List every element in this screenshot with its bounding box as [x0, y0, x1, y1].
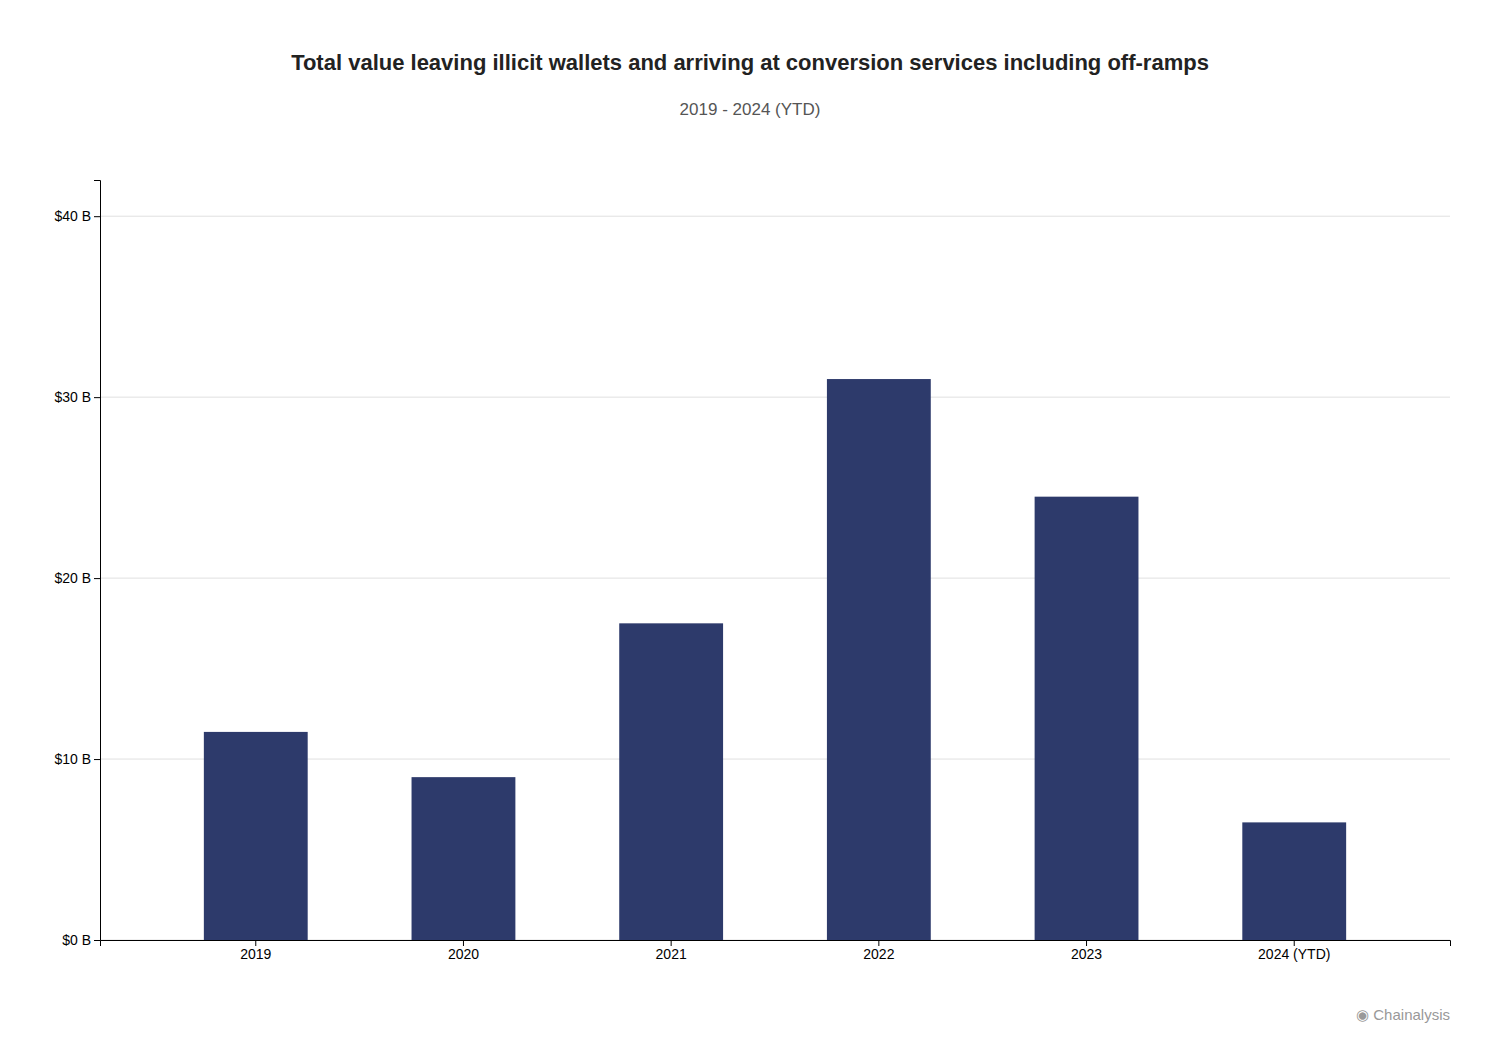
tick-label: $30 B [54, 389, 91, 405]
tick-label: 2022 [863, 946, 894, 962]
plot: $0 B $10 B $20 B $30 B $40 B 2019 2020 2021 2022… [54, 181, 1450, 962]
tick-mark [94, 759, 100, 760]
tick-mark [94, 940, 100, 941]
tick-mark [94, 578, 100, 579]
grid-line [100, 397, 1450, 398]
bar [412, 777, 516, 940]
bars [204, 379, 1346, 940]
grid-line [100, 216, 1450, 217]
tick: $20 B [54, 570, 100, 586]
tick: 2022 [863, 940, 894, 962]
tick-label: 2021 [656, 946, 687, 962]
bar [619, 623, 723, 940]
tick-mark [94, 216, 100, 217]
tick-label: $10 B [54, 751, 91, 767]
x-axis: 2019 2020 2021 2022 2023 2024 (YTD) [101, 940, 1451, 962]
tick-label: 2020 [448, 946, 479, 962]
bar [827, 379, 931, 940]
tick: $10 B [54, 751, 100, 767]
tick: 2021 [656, 940, 687, 962]
title: Total value leaving illicit wallets and … [291, 50, 1209, 75]
tick: $40 B [54, 208, 100, 224]
grid-line [100, 578, 1450, 579]
tick-mark [94, 397, 100, 398]
subtitle: 2019 - 2024 (YTD) [680, 100, 821, 119]
chart: Total value leaving illicit wallets and … [0, 0, 1500, 1050]
axis-line [94, 181, 101, 941]
tick-label: 2023 [1071, 946, 1102, 962]
tick: 2020 [448, 940, 479, 962]
tick-label: $0 B [62, 932, 91, 948]
tick-label: $40 B [54, 208, 91, 224]
tick: $30 B [54, 389, 100, 405]
tick-label: 2019 [240, 946, 271, 962]
tick: 2024 (YTD) [1258, 940, 1330, 962]
bar [1242, 822, 1346, 940]
axis-line [101, 941, 1451, 947]
annotation: ◉ Chainalysis [1356, 1006, 1450, 1023]
tick: $0 B [62, 932, 100, 948]
tick: 2023 [1071, 940, 1102, 962]
bar [204, 732, 308, 940]
tick-label: $20 B [54, 570, 91, 586]
tick: 2019 [240, 940, 271, 962]
grid [100, 216, 1450, 940]
bar [1035, 497, 1139, 940]
y-axis: $0 B $10 B $20 B $30 B $40 B [54, 181, 100, 948]
tick-label: 2024 (YTD) [1258, 946, 1330, 962]
